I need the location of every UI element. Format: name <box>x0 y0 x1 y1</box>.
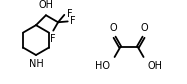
Text: NH: NH <box>29 59 43 69</box>
Text: HO: HO <box>95 61 110 71</box>
Text: OH: OH <box>38 0 53 10</box>
Text: F: F <box>70 16 76 26</box>
Text: F: F <box>50 34 55 44</box>
Text: O: O <box>141 23 148 33</box>
Text: F: F <box>67 9 73 19</box>
Text: OH: OH <box>148 61 163 71</box>
Text: O: O <box>110 23 117 33</box>
